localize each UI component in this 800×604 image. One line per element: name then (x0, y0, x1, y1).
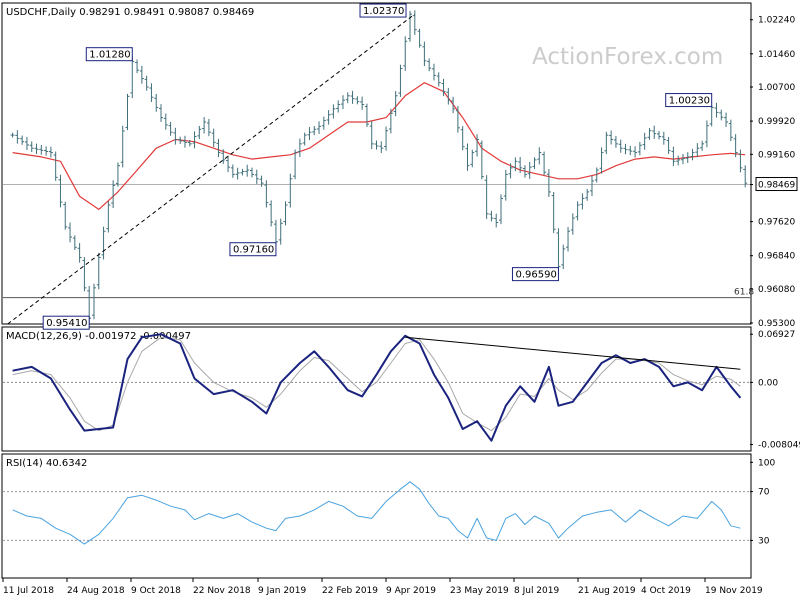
price-tick-label: 0.99160 (758, 150, 795, 160)
price-annotation-label: 0.95410 (46, 318, 87, 329)
price-annotation-box (42, 315, 90, 330)
price-annotation-box (85, 47, 133, 62)
price-annotation-box (229, 242, 277, 257)
rsi-panel-frame (1, 453, 752, 579)
x-tick-label: 9 Apr 2019 (386, 586, 436, 596)
price-tick-label: 1.01460 (758, 50, 795, 60)
x-tick-label: 9 Jan 2019 (258, 586, 306, 596)
price-annotation-box (511, 267, 559, 282)
price-tick-label: 1.02240 (758, 16, 795, 26)
macd-panel-frame (1, 326, 752, 452)
price-tick-label: 0.98469 (758, 181, 795, 191)
x-tick-label: 11 Jul 2018 (3, 586, 54, 596)
price-annotation-label: 1.02370 (363, 6, 404, 17)
x-tick-label: 22 Feb 2019 (322, 586, 378, 596)
macd-panel-header: MACD(12,26,9) -0.001972 -0.000497 (6, 331, 191, 342)
rsi-tick-label: 30 (758, 536, 770, 546)
rsi-tick-label: 70 (758, 488, 770, 498)
x-tick-label: 22 Nov 2018 (193, 586, 251, 596)
price-annotation-label: 1.00230 (669, 96, 710, 107)
last-price-box (755, 177, 798, 192)
x-tick-label: 23 May 2019 (450, 586, 509, 596)
price-tick-label: 0.99920 (758, 117, 795, 127)
macd-tick-label: -0.008049 (758, 441, 800, 451)
fibo-support-label: 61.8 (734, 288, 754, 298)
x-tick-label: 24 Aug 2018 (67, 586, 125, 596)
price-annotation-label: 0.97160 (233, 245, 274, 256)
price-panel-header: USDCHF,Daily 0.98291 0.98491 0.98087 0.9… (6, 7, 254, 18)
x-tick-label: 9 Oct 2018 (131, 586, 181, 596)
price-tick-label: 0.96840 (758, 252, 795, 262)
macd-tick-label: 0.06927 (758, 330, 795, 340)
price-tick-label: 1.00700 (758, 83, 795, 93)
x-tick-label: 4 Oct 2019 (641, 586, 691, 596)
macd-trendline (405, 336, 741, 370)
price-annotation-label: 0.96590 (515, 270, 556, 281)
x-tick-label: 8 Jul 2019 (514, 586, 559, 596)
rsi-line (12, 481, 741, 545)
price-tick-label: 0.96080 (758, 285, 795, 295)
x-tick-label: 19 Nov 2019 (705, 586, 763, 596)
price-annotation-box (665, 93, 713, 108)
price-tick-label: 0.97620 (758, 218, 795, 228)
rsi-panel-header: RSI(14) 40.6342 (6, 458, 87, 469)
price-annotation-label: 1.01280 (89, 50, 130, 61)
macd-tick-label: 0.00 (758, 378, 778, 388)
macd-line (12, 333, 742, 442)
x-tick-label: 21 Aug 2019 (578, 586, 636, 596)
rsi-tick-label: 100 (758, 458, 775, 468)
price-annotation-box (359, 3, 407, 18)
moving-average-line (12, 82, 746, 210)
rising-trendline (7, 13, 416, 325)
watermark: ActionForex.com (532, 44, 723, 70)
price-tick-label: 0.95300 (758, 319, 795, 329)
price-panel-frame (1, 2, 752, 325)
